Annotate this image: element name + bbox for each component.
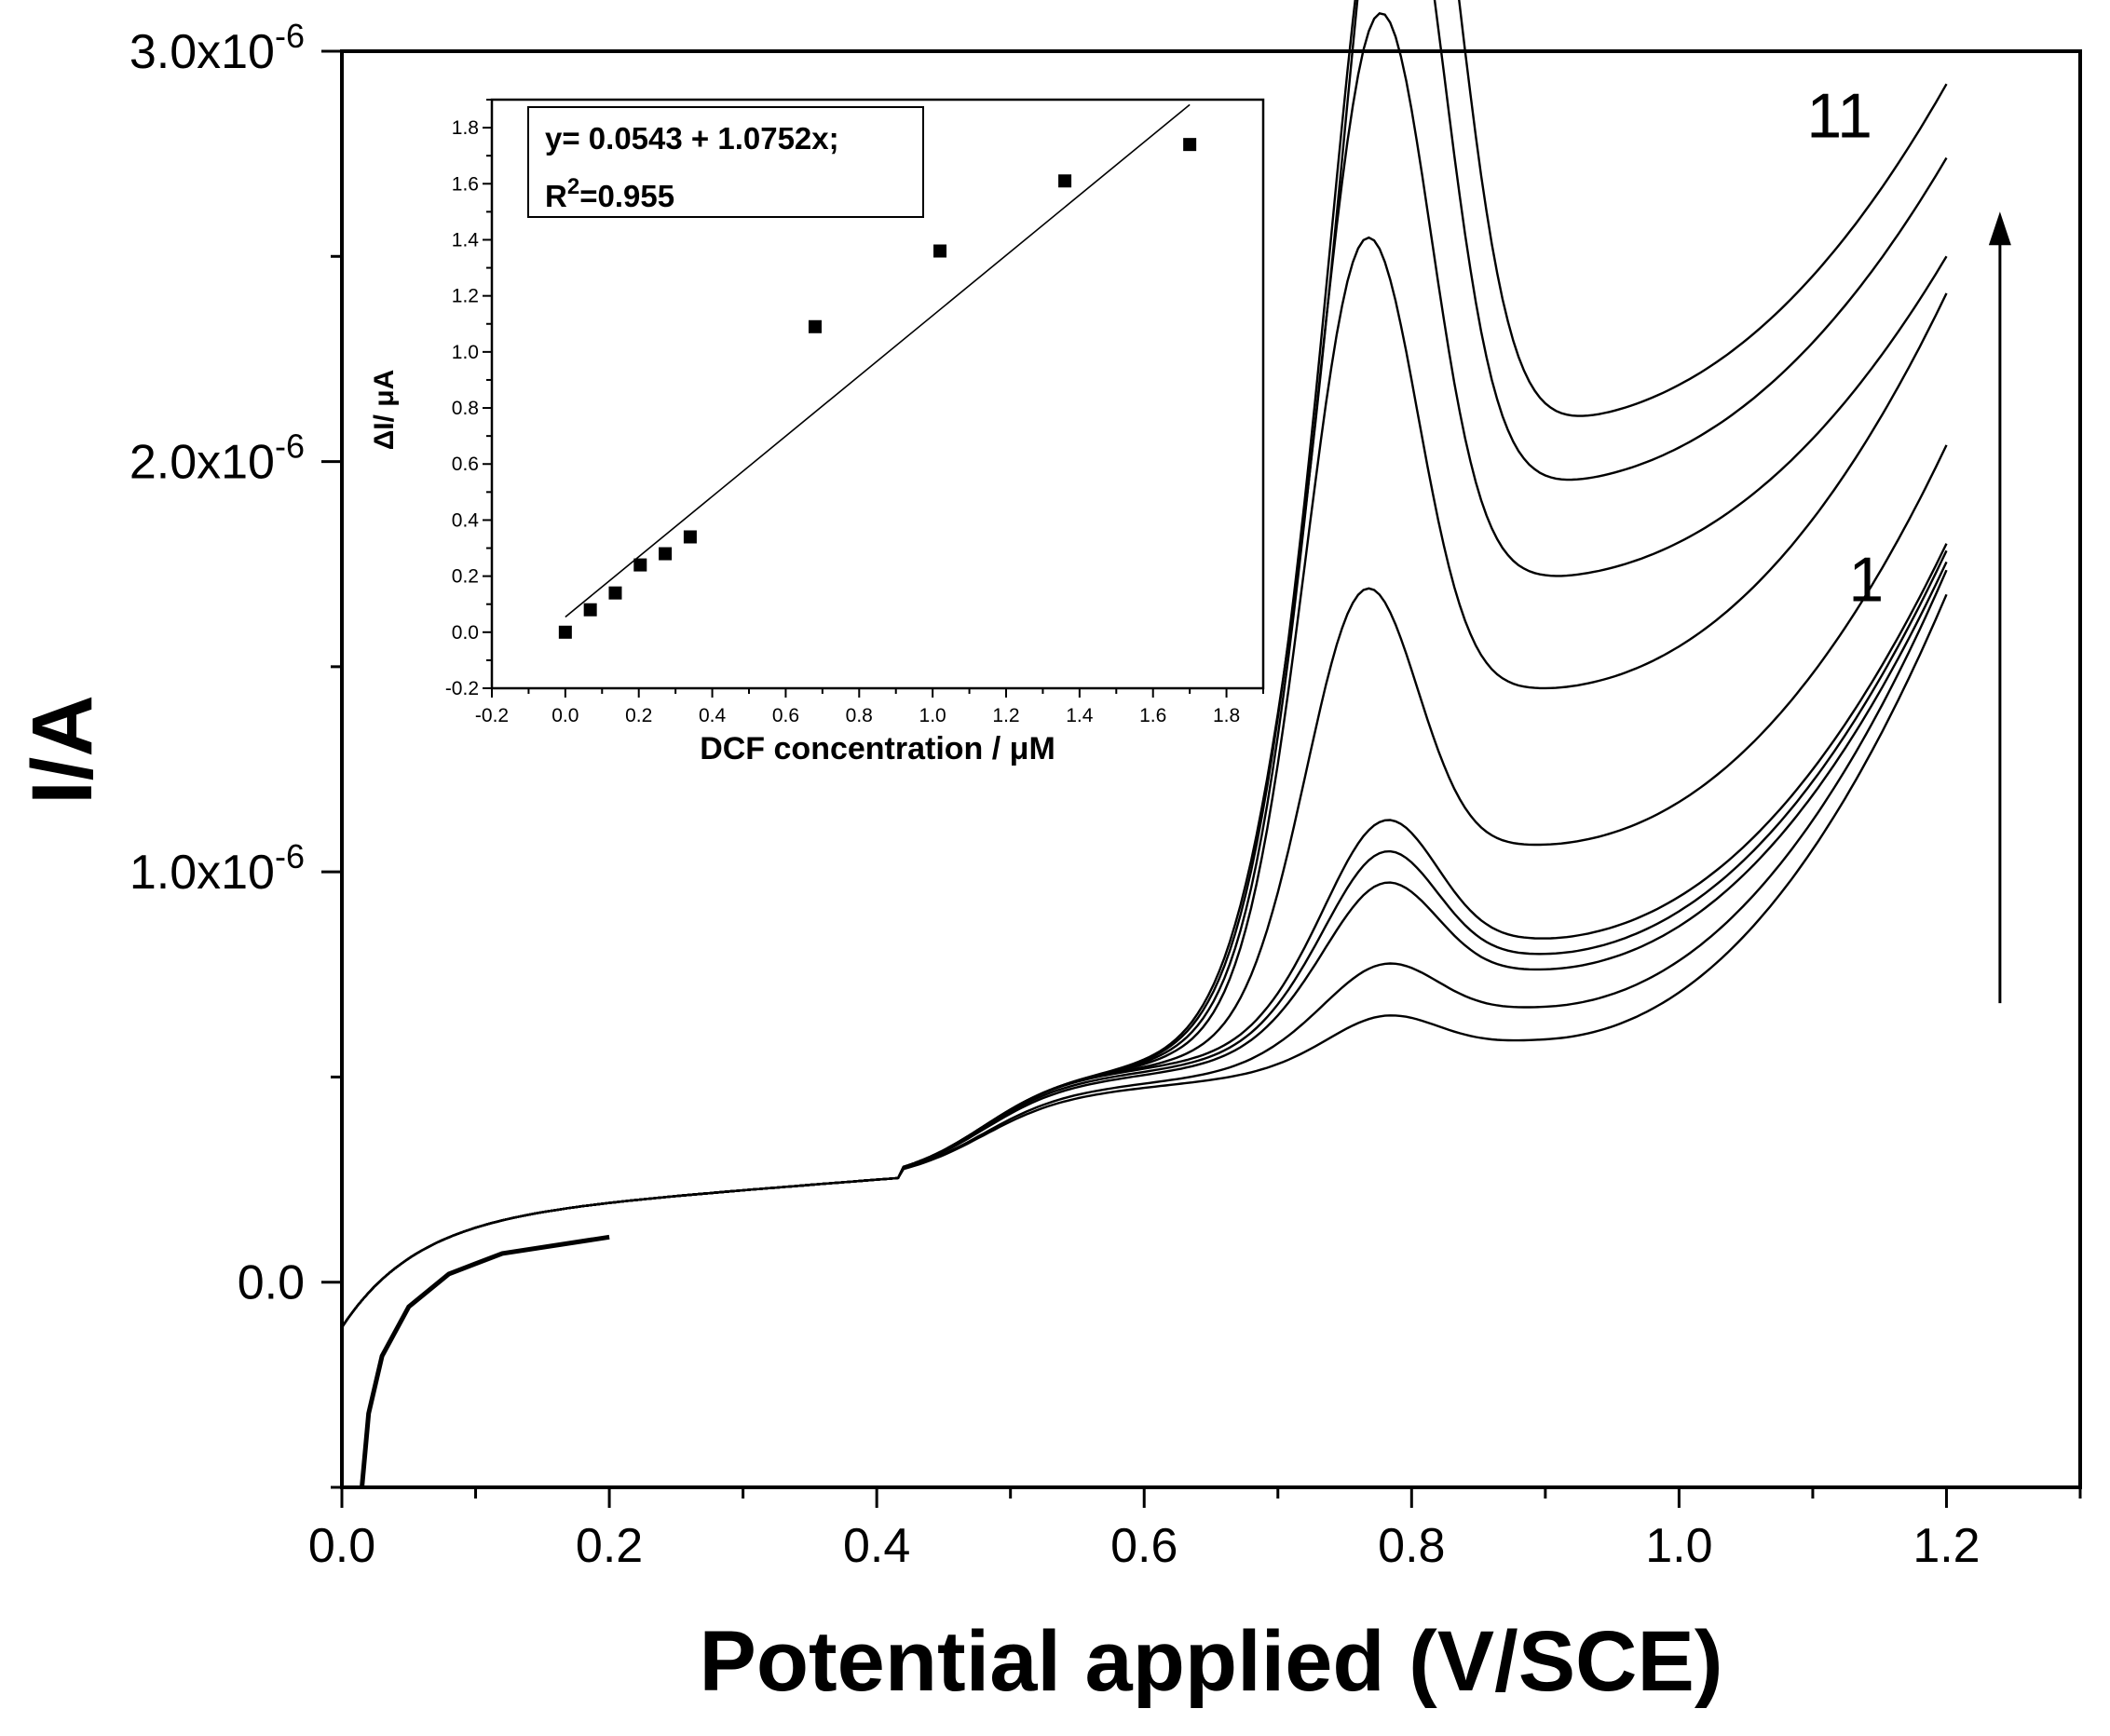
- inset-y-tick-label: 1.6: [452, 173, 479, 195]
- r-squared-superscript: 2: [567, 174, 579, 199]
- curve-label-11: 11: [1806, 81, 1872, 152]
- inset-data-point: [608, 586, 622, 600]
- arrow-head: [1988, 211, 2011, 246]
- inset-x-tick-label: 1.0: [919, 705, 946, 726]
- inset-x-tick-label: 1.2: [992, 705, 1019, 726]
- inset-data-point: [583, 603, 597, 617]
- fit-equation: y= 0.0543 + 1.0752x;: [545, 121, 839, 156]
- increase-arrow: [1988, 211, 2011, 1004]
- main-plot-frame: [340, 49, 2082, 1489]
- inset-data-point: [808, 319, 822, 333]
- inset-y-tick-label: 0.2: [452, 566, 479, 588]
- inset-x-tick-label: 1.6: [1139, 705, 1166, 726]
- main-x-tick-label: 0.4: [843, 1519, 910, 1573]
- curve-label-1: 1: [1848, 544, 1884, 615]
- cv-curve-10: [341, 0, 1948, 1328]
- main-x-ticks: 0.0 0.2 0.4 0.6 0.8 1.0 1.2: [308, 1487, 2082, 1573]
- main-x-tick-label: 0.6: [1110, 1519, 1178, 1573]
- inset-x-tick-label: 0.2: [625, 705, 652, 726]
- main-y-tick-label: 1.0x10-6: [129, 837, 305, 900]
- inset-data-point: [933, 244, 947, 258]
- cv-cathodic-branch: [360, 1234, 610, 1488]
- fit-line: [565, 103, 1191, 618]
- main-chart: 0.0 0.2 0.4 0.6 0.8 1.0 1.2 0.0 1.0x10-6 2.0x10-…: [15, 0, 2082, 1709]
- inset-plot-frame: [490, 98, 1265, 690]
- inset-y-tick-label: 0.0: [452, 622, 479, 644]
- inset-x-axis-label: DCF concentration / μM: [700, 731, 1055, 766]
- r-squared: R2=0.955: [545, 174, 674, 213]
- inset-x-tick-label: -0.2: [475, 705, 509, 726]
- inset-fit-line: [565, 103, 1191, 618]
- inset-x-tick-label: 1.8: [1213, 705, 1240, 726]
- inset-points: [558, 138, 1197, 639]
- inset-data-point: [558, 625, 572, 639]
- r-squared-prefix: R: [545, 179, 567, 213]
- main-y-ticks: 0.0 1.0x10-6 2.0x10-6 3.0x10-6: [129, 17, 342, 1489]
- inset-y-tick-label: -0.2: [445, 678, 479, 699]
- inset-x-ticks: -0.2 0.0 0.2 0.4 0.6 0.8 1.0 1.2 1.4 1.6 1.8: [475, 688, 1264, 726]
- main-y-tick-label: 0.0: [238, 1256, 305, 1310]
- main-x-tick-label: 0.8: [1378, 1519, 1445, 1573]
- inset-x-tick-label: 1.4: [1066, 705, 1094, 726]
- main-y-tick-label: 3.0x10-6: [129, 17, 305, 79]
- inset-y-ticks: -0.2 0.0 0.2 0.4 0.6 0.8 1.0 1.2 1.4 1.6 1.8: [445, 99, 492, 699]
- inset-x-tick-label: 0.0: [551, 705, 579, 726]
- inset-y-tick-label: 1.8: [452, 117, 479, 139]
- inset-y-axis-label: ΔI/ μA: [369, 370, 400, 451]
- main-x-tick-label: 1.2: [1913, 1519, 1980, 1573]
- main-x-tick-label: 1.0: [1645, 1519, 1712, 1573]
- inset-y-tick-label: 1.4: [452, 229, 480, 251]
- inset-legend: y= 0.0543 + 1.0752x; R2=0.955: [527, 106, 924, 218]
- main-curves: [341, 0, 1948, 1488]
- inset-y-tick-label: 1.0: [452, 342, 479, 363]
- main-x-axis-label: Potential applied (V/SCE): [699, 1614, 1722, 1709]
- main-x-tick-label: 0.0: [308, 1519, 375, 1573]
- main-y-axis-label: I/A: [15, 695, 110, 805]
- r-squared-value: =0.955: [579, 179, 674, 213]
- inset-x-tick-label: 0.4: [699, 705, 727, 726]
- inset-y-tick-label: 0.6: [452, 454, 479, 475]
- inset-data-point: [683, 530, 697, 544]
- inset-y-tick-label: 0.8: [452, 398, 479, 419]
- inset-legend-box: [527, 106, 924, 218]
- inset-data-point: [659, 547, 673, 561]
- inset-y-tick-label: 0.4: [452, 509, 480, 531]
- main-y-tick-label: 2.0x10-6: [129, 427, 305, 490]
- inset-data-point: [1183, 138, 1197, 152]
- inset-y-tick-label: 1.2: [452, 286, 479, 307]
- inset-x-tick-label: 0.6: [772, 705, 799, 726]
- inset-data-point: [633, 558, 647, 572]
- inset-chart: -0.2 0.0 0.2 0.4 0.6 0.8 1.0 1.2 1.4 1.6 1.8 -0.2 0…: [369, 98, 1265, 766]
- inset-x-tick-label: 0.8: [846, 705, 873, 726]
- inset-data-point: [1058, 174, 1072, 188]
- main-x-tick-label: 0.2: [576, 1519, 643, 1573]
